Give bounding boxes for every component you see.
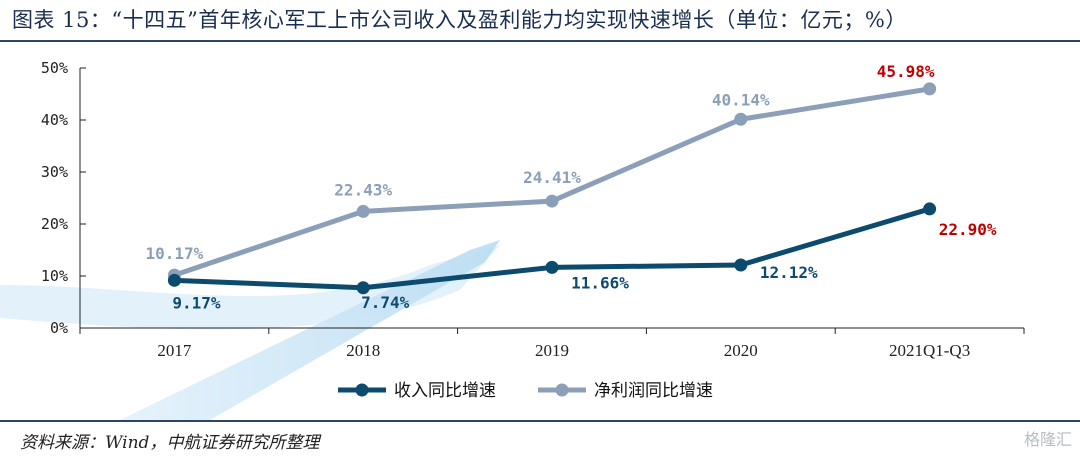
line-chart: 0% 10% 20% 30% 40% 50% 2017 2018 2019 2020 2021Q1-…: [0, 59, 1025, 420]
profit-series-point: [734, 112, 748, 126]
revenue-series-point: [167, 273, 181, 287]
x-tick-label: 2019: [535, 341, 569, 360]
source-note: 资料来源：Wind，中航证券研究所整理: [20, 433, 320, 453]
x-tick-label: 2017: [157, 341, 192, 360]
y-tick-label: 30%: [41, 163, 68, 181]
profit-series-point: [356, 204, 370, 218]
legend-profit-swatch-marker: [555, 383, 569, 397]
axes: 0% 10% 20% 30% 40% 50% 2017 2018 2019 2020 2021Q1-…: [41, 59, 1025, 360]
revenue-series-data-label: 7.74%: [361, 293, 410, 312]
profit-series-data-label: 45.98%: [877, 62, 935, 81]
revenue-series-data-label: 11.66%: [571, 273, 629, 292]
profit-series-data-label: 40.14%: [712, 90, 770, 109]
revenue-series-point: [923, 202, 937, 216]
legend-profit-label: 净利润同比增速: [594, 381, 713, 401]
y-tick-label: 10%: [41, 267, 68, 285]
y-tick-label: 40%: [41, 111, 68, 129]
revenue-series-data-label: 22.90%: [939, 220, 997, 239]
revenue-series-point: [356, 281, 370, 295]
footer-rule: [0, 420, 1080, 422]
legend-revenue-label: 收入同比增速: [394, 381, 496, 401]
y-tick-label: 50%: [41, 59, 68, 77]
profit-series-point: [923, 82, 937, 96]
data-labels: 9.17% 7.74% 11.66% 12.12% 22.90% 10.17% 22.43%…: [146, 62, 997, 312]
x-tick-label: 2021Q1-Q3: [889, 341, 970, 360]
legend-revenue-swatch-marker: [355, 383, 369, 397]
y-tick-label: 20%: [41, 215, 68, 233]
y-tick-label: 0%: [50, 319, 68, 337]
profit-series-point: [545, 194, 559, 208]
revenue-series-point: [734, 258, 748, 272]
title-rule: [0, 40, 1080, 42]
revenue-series-data-label: 12.12%: [760, 263, 818, 282]
x-tick-label: 2018: [346, 341, 380, 360]
profit-series-data-label: 22.43%: [334, 180, 392, 199]
revenue-series-data-label: 9.17%: [172, 293, 221, 312]
revenue-series-point: [545, 260, 559, 274]
series-layer: [167, 82, 937, 295]
profit-series-data-label: 10.17%: [146, 244, 204, 263]
chart-title: 图表 15：“十四五”首年核心军工上市公司收入及盈利能力均实现快速增长（单位：亿…: [12, 8, 907, 32]
profit-series-data-label: 24.41%: [523, 168, 581, 187]
x-tick-label: 2020: [724, 341, 758, 360]
watermark-logo: 格隆汇: [1023, 430, 1072, 449]
legend: 收入同比增速 净利润同比增速: [338, 381, 713, 401]
